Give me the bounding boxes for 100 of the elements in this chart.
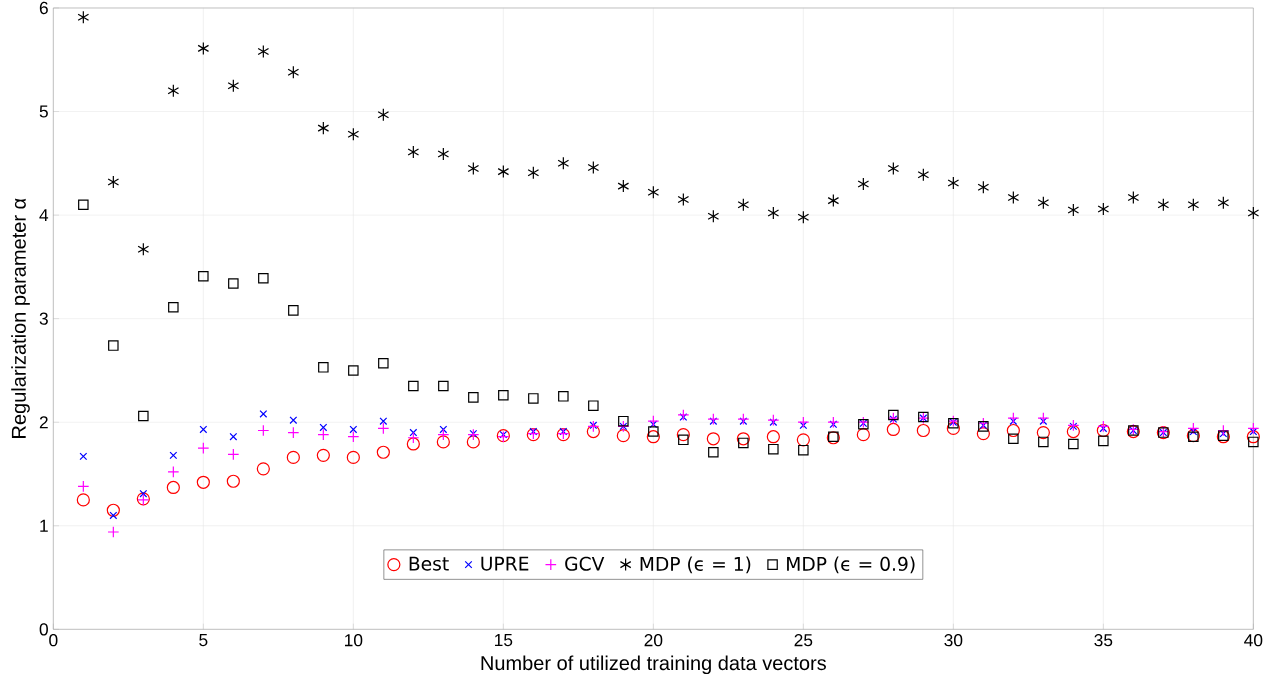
point [378, 357, 389, 369]
point [587, 160, 600, 175]
point [558, 391, 569, 402]
point [347, 127, 360, 141]
point [377, 422, 390, 435]
point [347, 430, 360, 443]
point [287, 65, 300, 79]
x-tick-label: 40 [1244, 634, 1263, 647]
point [497, 165, 510, 179]
x-tick-label: 15 [495, 634, 513, 647]
point [138, 410, 149, 422]
point [1006, 423, 1020, 438]
point [1067, 203, 1080, 217]
point [767, 206, 780, 220]
point [616, 429, 630, 443]
point [166, 480, 180, 495]
point [1008, 433, 1019, 445]
point [738, 437, 749, 449]
point [1096, 423, 1110, 438]
point [708, 446, 719, 458]
point [1187, 422, 1200, 435]
point [319, 423, 328, 432]
point [799, 421, 808, 430]
point [1039, 417, 1048, 426]
point [829, 420, 838, 429]
point [287, 426, 300, 439]
point [677, 192, 690, 207]
legend-label: Best [409, 556, 449, 571]
point [916, 423, 930, 438]
legend-label: UPRE [481, 556, 529, 571]
point [1066, 424, 1080, 439]
x-tick-label: 10 [345, 634, 363, 647]
x-tick-label: 30 [944, 634, 963, 647]
point [1037, 196, 1050, 210]
point [1127, 190, 1140, 205]
y-tick-label: 4 [39, 209, 49, 222]
point [229, 432, 238, 441]
point [647, 415, 660, 428]
point [1217, 196, 1230, 210]
point [737, 198, 750, 212]
point [78, 199, 89, 211]
point [197, 442, 210, 455]
point [109, 511, 118, 520]
point [1038, 436, 1049, 448]
point [1037, 412, 1050, 425]
point [946, 421, 960, 436]
point [316, 448, 330, 462]
point [259, 410, 268, 418]
point [467, 161, 480, 176]
point [346, 450, 360, 465]
point [468, 392, 479, 403]
point [139, 489, 148, 498]
point [827, 194, 840, 208]
point [439, 425, 448, 434]
point [947, 176, 960, 190]
point [649, 420, 658, 429]
point [107, 175, 120, 189]
point [198, 270, 209, 282]
y-tick-label: 5 [39, 105, 48, 118]
point [437, 428, 450, 441]
point [167, 84, 180, 98]
point [227, 448, 240, 461]
point [1247, 206, 1260, 220]
point [1249, 427, 1258, 436]
point [857, 177, 870, 191]
point [318, 362, 329, 373]
point [586, 424, 600, 439]
point [256, 462, 270, 476]
point [1187, 198, 1200, 212]
y-axis-title: Regularization parameter α [11, 198, 30, 438]
point [977, 180, 990, 194]
point [796, 433, 810, 447]
point [436, 435, 450, 449]
point [107, 526, 120, 538]
point [1247, 422, 1260, 435]
y-tick-label: 2 [39, 416, 48, 429]
point [976, 427, 990, 441]
legend-label: GCV [565, 556, 605, 571]
point [76, 493, 90, 507]
point [77, 480, 90, 493]
point [1097, 202, 1110, 216]
point [197, 41, 210, 55]
point [377, 108, 390, 122]
point [678, 434, 689, 446]
point [677, 409, 690, 421]
point [137, 242, 150, 256]
point [1098, 435, 1109, 447]
point [1007, 412, 1020, 425]
point [737, 413, 750, 426]
point [798, 444, 809, 456]
point [257, 424, 270, 437]
point [797, 210, 810, 224]
point [289, 416, 298, 425]
x-tick-label: 35 [1094, 634, 1113, 647]
point [1007, 190, 1020, 205]
point [768, 443, 779, 455]
point [408, 380, 419, 392]
legend-label: MDP (ϵ = 0.9) [787, 556, 915, 574]
point [527, 166, 540, 180]
point [379, 417, 388, 426]
